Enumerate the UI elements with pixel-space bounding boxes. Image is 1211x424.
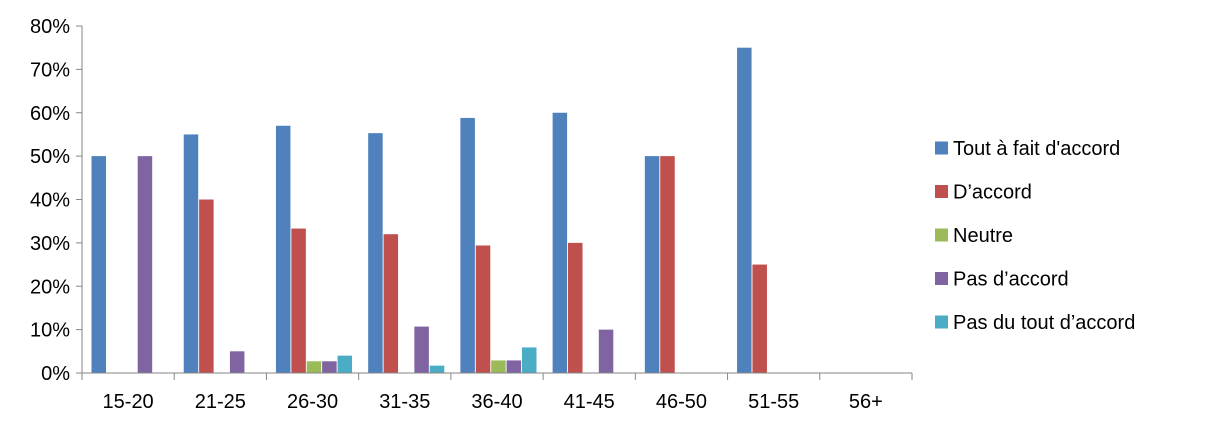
bar-31-35-series-0 xyxy=(368,133,383,373)
x-tick-label: 31-35 xyxy=(379,391,430,413)
bar-15-20-series-3 xyxy=(137,156,153,373)
bar-26-30-series-2 xyxy=(306,361,322,373)
bar-26-30-series-1 xyxy=(291,228,306,373)
bar-36-40-series-3 xyxy=(506,360,522,373)
legend-label: Pas du tout d’accord xyxy=(953,312,1135,334)
legend-swatch xyxy=(935,141,948,155)
legend-item: Tout à fait d'accord xyxy=(935,138,1120,160)
y-tick-label: 30% xyxy=(30,233,70,255)
x-tick-label: 21-25 xyxy=(195,391,246,413)
bar-31-35-series-1 xyxy=(383,234,399,373)
bar-21-25-series-0 xyxy=(183,134,199,373)
bar-15-20-series-0 xyxy=(91,156,106,373)
bar-36-40-series-1 xyxy=(475,245,491,373)
y-tick-label: 70% xyxy=(30,59,70,81)
bar-36-40-series-0 xyxy=(460,117,475,373)
legend-item: Pas du tout d’accord xyxy=(935,312,1135,334)
bar-31-35-series-3 xyxy=(414,326,429,373)
x-tick-label: 26-30 xyxy=(287,391,338,413)
x-tick-label: 51-55 xyxy=(748,391,799,413)
bar-36-40-series-4 xyxy=(521,347,537,373)
bar-36-40-series-2 xyxy=(491,360,506,373)
legend-swatch xyxy=(935,185,948,198)
bar-51-55-series-0 xyxy=(737,47,752,373)
legend-swatch xyxy=(935,272,948,285)
legend-swatch xyxy=(935,228,948,242)
bar-41-45-series-0 xyxy=(552,112,568,373)
y-tick-label: 20% xyxy=(30,276,70,298)
bar-26-30-series-0 xyxy=(275,125,291,373)
y-tick-label: 80% xyxy=(30,16,70,38)
legend-item: Neutre xyxy=(935,225,1013,247)
x-tick-label: 36-40 xyxy=(471,391,522,413)
y-axis-ticks: 0% 10% 20% 30% 40% 50% 60% 70% 80% xyxy=(30,16,82,385)
bar-21-25-series-3 xyxy=(229,351,245,373)
bar-51-55-series-1 xyxy=(752,264,767,373)
y-tick-label: 10% xyxy=(30,320,70,342)
bar-46-50-series-1 xyxy=(660,156,675,373)
bar-46-50-series-0 xyxy=(644,156,660,373)
bars xyxy=(91,47,767,373)
bar-31-35-series-4 xyxy=(429,365,445,373)
y-tick-label: 50% xyxy=(30,146,70,168)
legend: Tout à fait d'accord D’accord Neutre Pas d’… xyxy=(935,138,1135,334)
bar-26-30-series-4 xyxy=(337,355,353,373)
legend-item: Pas d’accord xyxy=(935,269,1069,291)
legend-label: Tout à fait d'accord xyxy=(953,138,1120,160)
legend-label: Neutre xyxy=(953,225,1013,247)
y-tick-label: 60% xyxy=(30,103,70,125)
legend-label: D’accord xyxy=(953,182,1032,204)
bar-21-25-series-1 xyxy=(199,199,214,373)
bar-41-45-series-1 xyxy=(568,242,583,373)
y-tick-label: 40% xyxy=(30,190,70,212)
legend-label: Pas d’accord xyxy=(953,269,1069,291)
legend-swatch xyxy=(935,315,948,329)
axes xyxy=(81,26,912,374)
x-axis-ticks: 15-20 21-25 26-30 31-35 36-40 41-45 46-50 51-55… xyxy=(81,373,913,413)
bar-26-30-series-3 xyxy=(322,361,337,373)
legend-item: D’accord xyxy=(935,182,1032,204)
x-tick-label: 46-50 xyxy=(656,391,707,413)
y-tick-label: 0% xyxy=(41,363,70,385)
x-tick-label: 41-45 xyxy=(564,391,615,413)
x-tick-label: 56+ xyxy=(849,391,883,413)
x-tick-label: 15-20 xyxy=(103,391,154,413)
bar-41-45-series-3 xyxy=(598,329,614,373)
